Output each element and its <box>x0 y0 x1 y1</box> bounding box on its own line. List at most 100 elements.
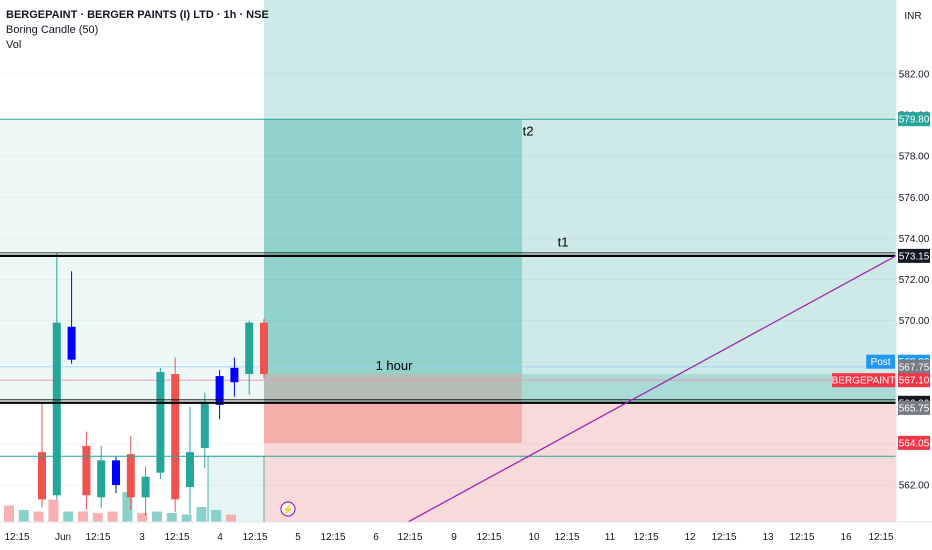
price-tick-0: 562.00 <box>899 481 930 492</box>
chart-title[interactable]: BERGEPAINT · BERGER PAINTS (I) LTD · 1h … <box>6 9 269 21</box>
annotation-0: t2 <box>523 124 534 139</box>
lightning-icon: ⚡ <box>282 503 294 516</box>
time-tick-3: 3 <box>139 532 145 543</box>
time-tick-10: 12:15 <box>397 532 422 543</box>
chart-legend: BERGEPAINT · BERGER PAINTS (I) LTD · 1h … <box>6 8 269 53</box>
price-badge-4 <box>898 373 930 388</box>
price-tag-4 <box>832 373 895 388</box>
price-badge-text-4: 567.10 <box>899 376 930 387</box>
time-tick-9: 6 <box>373 532 379 543</box>
volume-bar-10 <box>152 511 162 522</box>
candle-body-2 <box>67 326 76 360</box>
time-tick-1: Jun <box>55 532 71 543</box>
time-tick-15: 11 <box>605 532 616 543</box>
time-tick-16: 12:15 <box>633 532 658 543</box>
volume-bar-9 <box>137 513 148 522</box>
indicator-boring-candle[interactable]: Boring Candle (50) <box>6 24 99 36</box>
price-badge-text-0: 579.80 <box>899 115 930 126</box>
candle-body-14 <box>245 322 254 375</box>
indicator-volume[interactable]: Vol <box>6 39 22 51</box>
price-tick-8: 578.00 <box>899 152 930 163</box>
time-tick-13: 10 <box>528 532 540 543</box>
price-tick-10: 582.00 <box>899 69 930 80</box>
annotation-1: t1 <box>558 235 569 250</box>
time-axis[interactable]: 12:15 Jun 12:15 3 12:15 4 12:15 5 12:15 6 12:15 9 12… <box>0 521 932 550</box>
volume-bar-2 <box>33 511 44 522</box>
price-badge-6 <box>898 400 930 415</box>
time-axis-background <box>0 522 932 550</box>
time-tick-8: 12:15 <box>320 532 345 543</box>
volume-bars <box>4 492 236 522</box>
price-badge-text-7: 564.05 <box>899 438 930 449</box>
volume-bar-12 <box>181 514 192 522</box>
price-tick-4: 570.00 <box>899 316 930 327</box>
candle-body-9 <box>171 374 180 500</box>
volume-bar-14 <box>211 510 222 522</box>
candle-body-4 <box>97 460 106 498</box>
price-badge-0 <box>898 112 930 127</box>
annotation-2: 1 hour <box>376 358 414 373</box>
candle-body-7 <box>141 476 150 498</box>
trendline <box>407 255 897 523</box>
price-badge-7 <box>898 435 930 450</box>
price-tag-2 <box>866 354 895 369</box>
drawings[interactable]: t2 t1 1 hour ⚡ <box>280 124 897 523</box>
candle-body-5 <box>112 460 120 486</box>
price-tag-text-2: Post <box>871 357 891 368</box>
volume-bar-3 <box>48 499 59 522</box>
price-tick-7: 576.00 <box>899 193 930 204</box>
volume-bar-6 <box>92 513 103 522</box>
volume-bar-1 <box>18 510 29 522</box>
candle-body-1 <box>52 322 61 496</box>
price-badge-text-6: 565.75 <box>899 403 930 414</box>
candle-body-10 <box>186 452 194 488</box>
time-tick-5: 4 <box>217 532 223 543</box>
candle-body-13 <box>230 367 239 383</box>
time-tick-19: 13 <box>762 532 774 543</box>
price-badge-1 <box>898 248 930 263</box>
entry-band <box>264 374 896 403</box>
volume-bar-0 <box>4 505 14 522</box>
replay-icon <box>280 501 296 517</box>
time-tick-17: 12 <box>684 532 696 543</box>
price-tag-text-4: BERGEPAINT <box>832 376 896 387</box>
price-grid <box>0 73 896 486</box>
volume-bar-13 <box>196 507 207 522</box>
currency-label[interactable]: INR <box>904 11 922 22</box>
candle-body-8 <box>156 371 165 473</box>
candle-body-12 <box>215 376 224 405</box>
volume-bar-7 <box>107 511 118 522</box>
time-tick-12: 12:15 <box>476 532 501 543</box>
time-tick-22: 12:15 <box>868 532 893 543</box>
volume-bar-15 <box>226 514 236 522</box>
time-tick-2: 12:15 <box>85 532 110 543</box>
volume-bar-5 <box>78 511 88 522</box>
price-tick-6: 574.00 <box>899 234 930 245</box>
time-tick-21: 16 <box>840 532 852 543</box>
candle-body-11 <box>200 402 209 449</box>
candles[interactable] <box>38 252 268 516</box>
time-tick-0: 12:15 <box>4 532 29 543</box>
position-zones <box>0 0 896 523</box>
time-tick-20: 12:15 <box>789 532 814 543</box>
volume-bar-4 <box>63 511 74 522</box>
horizontal-levels[interactable] <box>0 118 896 457</box>
price-badge-text-3: 567.75 <box>899 362 930 373</box>
price-tick-5: 572.00 <box>899 275 930 286</box>
time-tick-11: 9 <box>451 532 457 543</box>
target-zone-active <box>264 119 522 375</box>
price-badge-text-1: 573.15 <box>899 251 930 262</box>
volume-bar-11 <box>166 513 177 522</box>
volume-bar-8 <box>122 492 133 522</box>
price-axis[interactable]: 562.00564.00566.00568.00570.00572.00574.… <box>832 0 932 550</box>
price-badge-3 <box>898 359 930 374</box>
time-tick-14: 12:15 <box>554 532 579 543</box>
left-target-shade <box>0 119 264 403</box>
time-tick-4: 12:15 <box>164 532 189 543</box>
price-axis-background <box>896 0 932 550</box>
time-tick-18: 12:15 <box>711 532 736 543</box>
candle-body-0 <box>38 452 46 500</box>
time-tick-6: 12:15 <box>242 532 267 543</box>
candle-body-6 <box>126 454 135 498</box>
